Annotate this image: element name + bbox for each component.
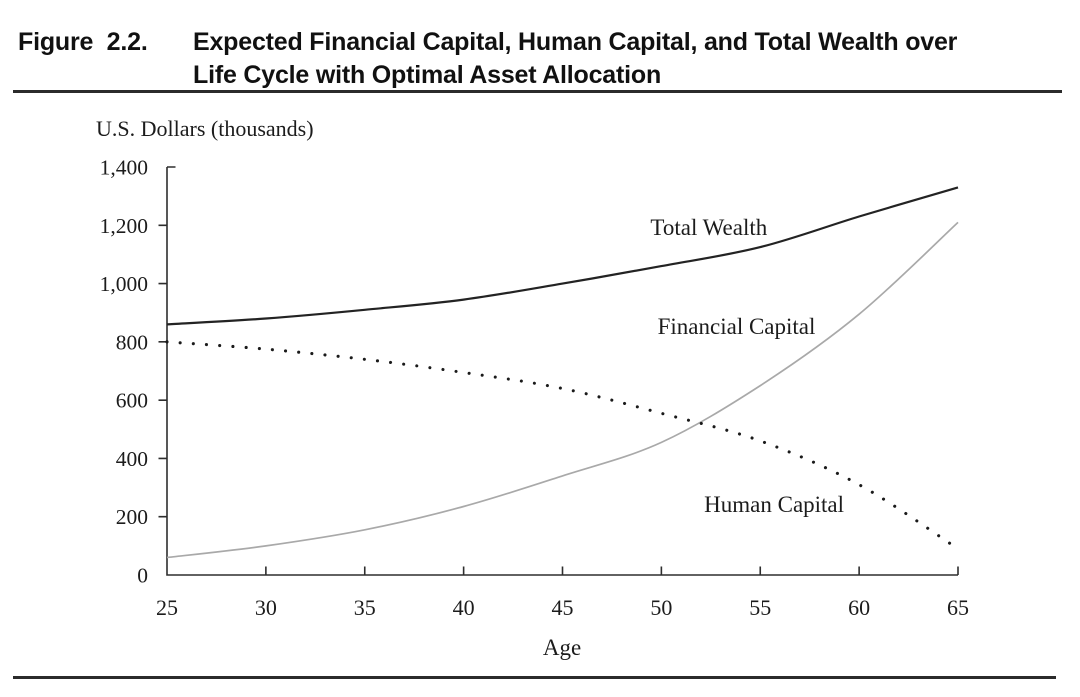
x-tick-label: 25 <box>156 595 178 620</box>
y-tick-label: 1,400 <box>100 156 148 180</box>
figure-bottom-rule <box>13 676 1056 679</box>
x-tick-label: 60 <box>848 595 870 620</box>
header-divider-rule <box>13 90 1062 93</box>
axis-ticks <box>158 166 959 575</box>
x-axis-title: Age <box>542 635 582 660</box>
x-tick-label: 30 <box>255 595 277 620</box>
y-tick-label: 0 <box>137 564 148 588</box>
x-tick-label: 50 <box>650 595 672 620</box>
x-tick-label: 35 <box>354 595 376 620</box>
x-tick-label: 45 <box>552 595 574 620</box>
figure-number-label: Figure 2.2. <box>18 28 148 56</box>
x-tick-label: 55 <box>749 595 771 620</box>
series-label-total-wealth: Total Wealth <box>650 215 767 240</box>
y-tick-label: 200 <box>116 505 148 529</box>
x-tick-label: 65 <box>947 595 969 620</box>
figure-title-line2: Life Cycle with Optimal Asset Allocation <box>193 61 662 89</box>
figure-title: Expected Financial Capital, Human Capita… <box>193 26 1073 92</box>
y-tick-label: 600 <box>116 389 148 413</box>
axis-lines <box>166 167 958 576</box>
y-tick-label: 1,000 <box>100 272 148 296</box>
series-line-total-wealth <box>166 186 959 326</box>
x-tick-label: 40 <box>453 595 475 620</box>
series-line-human-capital <box>165 340 960 551</box>
y-tick-label: 800 <box>116 330 148 354</box>
y-axis-title: U.S. Dollars (thousands) <box>96 116 314 141</box>
series-line-financial-capital <box>166 221 959 559</box>
y-tick-label: 1,200 <box>100 214 148 238</box>
series-label-human-capital: Human Capital <box>704 492 844 517</box>
figure-title-line1: Expected Financial Capital, Human Capita… <box>193 28 958 56</box>
series-label-financial-capital: Financial Capital <box>658 314 816 339</box>
y-tick-label: 400 <box>116 447 148 471</box>
